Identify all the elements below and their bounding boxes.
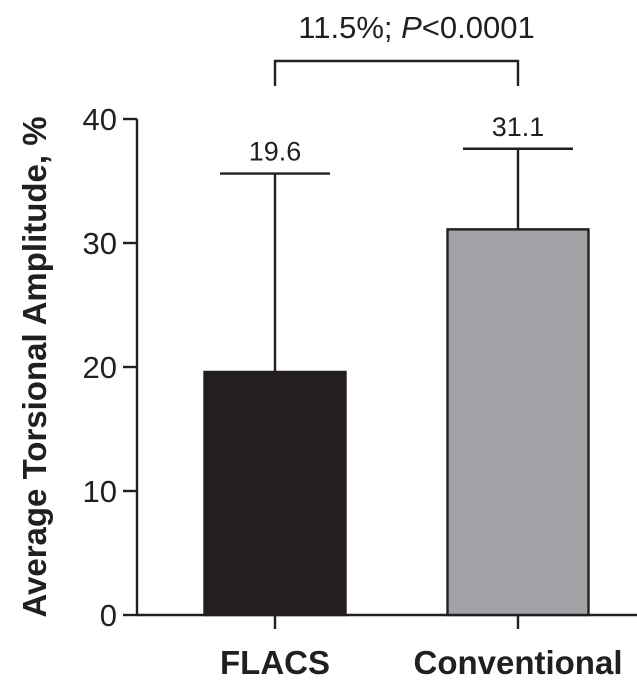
- y-tick-label: 40: [83, 102, 117, 137]
- error-bars: [220, 147, 573, 372]
- bar-flacs: [203, 370, 347, 617]
- significance-label: 11.5%; P<0.0001: [298, 10, 534, 45]
- value-label: 31.1: [492, 112, 545, 142]
- chart-axes: 0 10 20 30 40 Average Torsional Amplitude, %: [16, 102, 637, 633]
- y-tick-label: 0: [100, 598, 117, 633]
- y-tick-label: 10: [83, 474, 117, 509]
- significance-annotation: 11.5%; P<0.0001: [273, 10, 535, 86]
- chart-labels: FLACS 19.6 Conventional 31.1: [220, 112, 623, 681]
- y-tick-label: 30: [83, 226, 117, 261]
- p-symbol: P: [401, 10, 422, 45]
- y-tick-label: 20: [83, 350, 117, 385]
- x-category-label: FLACS: [220, 644, 330, 681]
- significance-bracket: [273, 59, 520, 86]
- x-category-label: Conventional: [413, 644, 622, 681]
- p-value: <0.0001: [422, 10, 535, 45]
- significance-prefix: 11.5%;: [298, 10, 401, 45]
- bar-conventional: [446, 228, 590, 617]
- value-label: 19.6: [249, 137, 302, 167]
- chart-bars: [203, 228, 590, 617]
- y-axis-title: Average Torsional Amplitude, %: [16, 116, 53, 617]
